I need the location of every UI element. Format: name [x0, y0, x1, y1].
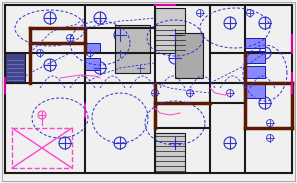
Bar [245, 51, 265, 63]
Bar [155, 8, 185, 53]
Bar [155, 133, 185, 173]
Bar [245, 83, 265, 98]
Bar [175, 33, 203, 78]
Bar [245, 66, 265, 78]
Bar [12, 128, 72, 168]
Bar [85, 58, 100, 70]
Bar [115, 25, 150, 73]
Bar [85, 43, 100, 53]
Bar [5, 53, 25, 83]
Bar [245, 38, 265, 48]
